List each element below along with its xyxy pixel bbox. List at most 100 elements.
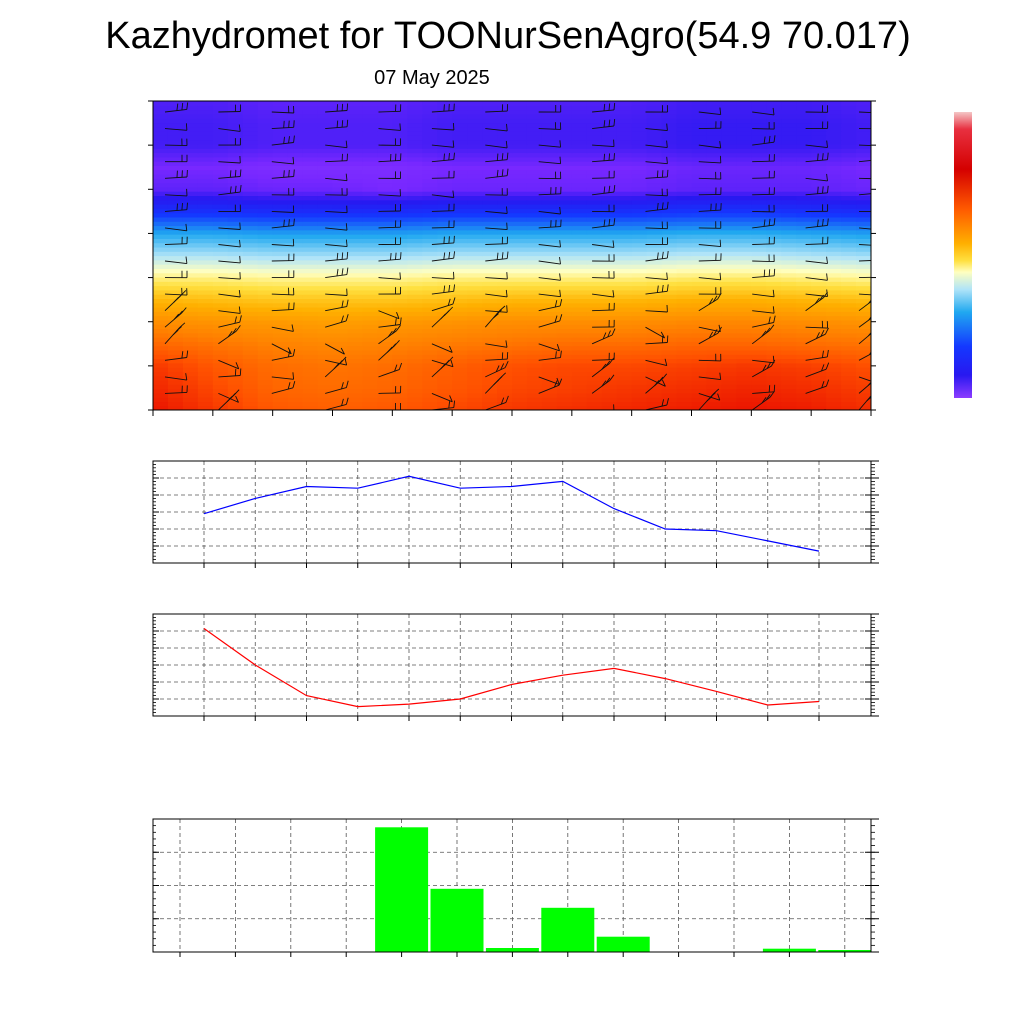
heatmap-cell — [362, 212, 378, 218]
heatmap-cell — [646, 298, 663, 304]
heatmap-cell — [616, 101, 633, 106]
heatmap-cell — [796, 186, 812, 192]
heatmap-cell — [736, 135, 752, 141]
heatmap-cell — [616, 105, 633, 111]
heatmap-cell — [691, 289, 708, 295]
heatmap-cell — [332, 259, 349, 265]
wind-barb — [218, 290, 241, 298]
heatmap-cell — [422, 384, 438, 390]
heatmap-cell — [751, 367, 767, 372]
heatmap-cell — [631, 319, 648, 325]
heatmap-cell — [437, 276, 453, 282]
heatmap-cell — [512, 281, 528, 287]
heatmap-cell — [571, 332, 588, 338]
heatmap-cell — [541, 268, 558, 274]
heatmap-cell — [616, 264, 633, 269]
heatmap-cell — [766, 285, 782, 291]
wind-barb-shaft — [698, 209, 721, 212]
heatmap-cell — [467, 255, 483, 261]
heatmap-cell — [526, 113, 543, 119]
heatmap-cell — [242, 392, 259, 398]
heatmap-cell — [392, 341, 408, 347]
heatmap-cell — [437, 367, 453, 372]
heatmap-cell — [437, 384, 453, 390]
heatmap-cell — [227, 285, 244, 291]
wind-barb — [698, 141, 722, 149]
heatmap-cell — [302, 208, 319, 214]
heatmap-cell — [317, 285, 334, 291]
heatmap-cell — [317, 354, 334, 360]
wind-barb-shaft — [645, 208, 668, 212]
heatmap-cell — [556, 354, 573, 360]
heatmap-cell — [332, 238, 349, 244]
heatmap-cell — [197, 148, 214, 154]
wind-barb — [431, 220, 455, 229]
heatmap-cell — [362, 307, 378, 312]
heatmap-cell — [377, 242, 393, 248]
heatmap-cell — [272, 362, 289, 368]
heatmap-cell — [212, 311, 229, 317]
heatmap-cell — [497, 276, 513, 282]
wind-barb-shaft — [698, 144, 721, 149]
heatmap-cell — [362, 259, 378, 265]
heatmap-cell — [826, 276, 842, 282]
heatmap-cell — [721, 289, 737, 295]
heatmap-cell — [317, 251, 334, 257]
heatmap-cell — [347, 105, 364, 111]
heatmap-cell — [751, 285, 767, 291]
heatmap-cell — [347, 216, 364, 222]
heatmap-cell — [586, 367, 603, 372]
heatmap-cell — [153, 298, 169, 304]
wind-barb-flag — [827, 152, 829, 160]
chart-subtitle: 07 May 2025 — [374, 67, 490, 89]
heatmap-cell — [227, 358, 244, 364]
heatmap-cell — [497, 229, 513, 235]
wind-barb-shaft — [805, 409, 808, 410]
heatmap-cell — [242, 358, 259, 364]
heatmap-cell — [407, 281, 423, 287]
heatmap-cell — [706, 388, 723, 394]
heatmap-cell — [841, 178, 857, 184]
heatmap-cell — [691, 113, 708, 119]
heatmap-cell — [811, 148, 827, 154]
heatmap-cell — [631, 169, 648, 175]
heatmap-cell — [482, 298, 498, 304]
heatmap-cell — [826, 264, 842, 269]
heatmap-cell — [482, 392, 498, 398]
heatmap-cell — [332, 392, 349, 398]
heatmap-cell — [287, 246, 304, 252]
heatmap-cell — [826, 272, 842, 278]
heatmap-cell — [467, 105, 483, 111]
heatmap-cell — [347, 135, 364, 141]
heatmap-cell — [227, 362, 244, 368]
heatmap-cell — [407, 105, 423, 111]
heatmap-cell — [706, 195, 723, 201]
wind-barb-flag — [345, 314, 349, 322]
wind-barb-shaft — [218, 310, 241, 314]
heatmap-cell — [661, 259, 678, 265]
wind-barb-shaft — [858, 293, 871, 296]
heatmap-cell — [751, 294, 767, 300]
heatmap-cell — [856, 259, 871, 265]
heatmap-cell — [347, 251, 364, 257]
heatmap-cell — [556, 341, 573, 347]
heatmap-cell — [302, 362, 319, 368]
heatmap-cell — [377, 182, 393, 188]
heatmap-cell — [616, 307, 633, 312]
heatmap-cell — [272, 182, 289, 188]
heatmap-cell — [676, 186, 693, 192]
wind-barb-flag — [506, 168, 509, 176]
heatmap-cell — [182, 186, 199, 192]
heatmap-cell — [631, 234, 648, 239]
heatmap-cell — [526, 191, 543, 197]
heatmap-cell — [512, 173, 528, 179]
heatmap-cell — [721, 375, 737, 381]
heatmap-cell — [856, 401, 871, 407]
heatmap-cell — [362, 388, 378, 394]
heatmap-cell — [631, 264, 648, 269]
wind-barb-flag — [608, 218, 611, 226]
heatmap-cell — [167, 285, 184, 291]
heatmap-cell — [691, 234, 708, 239]
heatmap-cell — [392, 358, 408, 364]
heatmap-cell — [317, 156, 334, 162]
